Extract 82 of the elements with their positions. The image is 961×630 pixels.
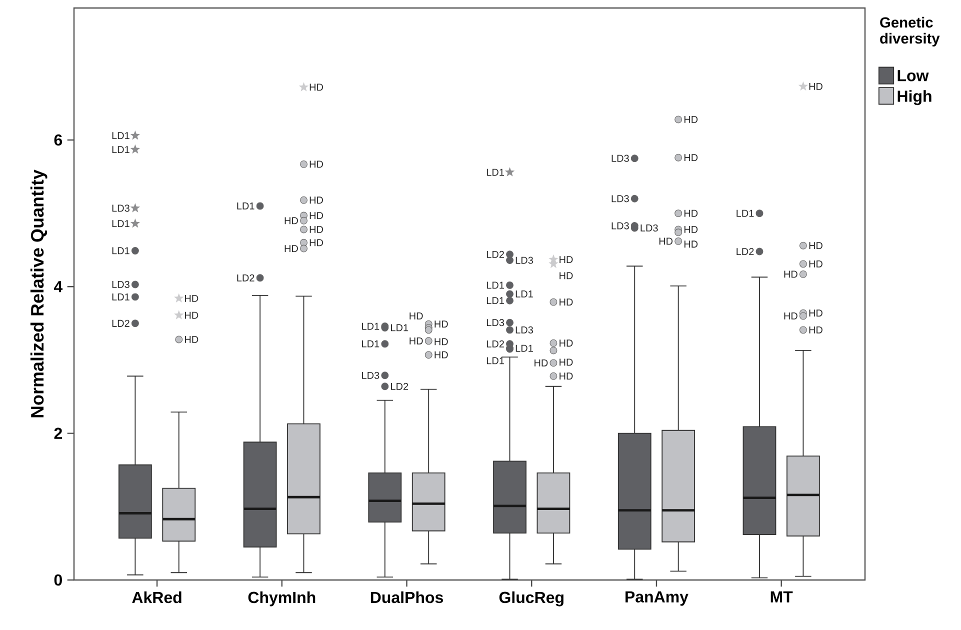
annotation: LD2 (237, 274, 254, 282)
annotation: LD1 (112, 146, 130, 153)
annotation: HD (560, 272, 573, 280)
annotation: HD (560, 372, 573, 380)
annotation: LD1 (516, 290, 533, 298)
annotation: HD (809, 83, 822, 90)
annotation: HD (560, 340, 573, 347)
legend-title: Genetic diversity (880, 16, 940, 47)
annotation: LD1 (112, 132, 130, 140)
x-tick-label: DualPhos (370, 591, 443, 604)
annotation: HD (310, 84, 324, 91)
x-tick-label: GlucReg (499, 591, 564, 606)
annotation: LD1 (237, 202, 254, 210)
annotation: LD1 (112, 293, 130, 300)
annotation: HD (284, 245, 298, 252)
annotation: LD3 (362, 372, 380, 379)
y-tick-label: 4 (54, 281, 63, 292)
annotation: HD (534, 359, 548, 366)
annotation: LD2 (486, 250, 504, 258)
x-tick-label: AkRed (132, 591, 182, 604)
annotation: HD (809, 326, 822, 334)
annotation: LD1 (362, 340, 380, 348)
annotation: LD3 (612, 195, 629, 202)
annotation: HD (809, 310, 822, 316)
annotation: HD (684, 240, 698, 248)
annotation: HD (809, 242, 822, 250)
annotation: LD2 (486, 340, 504, 348)
annotation: LD1 (486, 297, 504, 304)
annotation: LD1 (736, 210, 754, 217)
annotation: HD (784, 270, 798, 278)
annotation: HD (560, 358, 573, 366)
annotation: HD (434, 351, 448, 358)
x-tick-label: MT (770, 591, 793, 602)
legend-label: Low (898, 70, 929, 82)
annotation: LD3 (112, 280, 130, 288)
annotation: HD (410, 337, 423, 344)
annotation: LD1 (391, 324, 408, 332)
y-tick-label: 0 (54, 574, 62, 586)
annotation: LD1 (486, 282, 504, 289)
annotation: LD3 (112, 204, 130, 212)
annotation: HD (310, 196, 324, 204)
annotation: HD (310, 226, 324, 233)
annotation: LD2 (736, 248, 754, 255)
annotation: HD (434, 338, 448, 346)
annotation: HD (185, 336, 198, 343)
y-axis-title: Normalized Relative Quantity (30, 170, 48, 418)
annotation: LD3 (612, 154, 629, 162)
annotation: HD (185, 294, 198, 302)
annotation: LD3 (486, 319, 504, 326)
annotation: LD2 (112, 320, 130, 327)
annotation: HD (684, 226, 698, 233)
annotation: HD (410, 312, 423, 320)
legend-label: High (898, 90, 932, 106)
annotation: LD3 (516, 326, 533, 334)
annotation: HD (185, 312, 198, 319)
annotation: LD1 (516, 344, 533, 352)
annotation: LD1 (486, 168, 504, 176)
y-tick-label: 6 (54, 134, 62, 146)
annotation: HD (310, 239, 324, 246)
annotation: LD3 (516, 256, 533, 264)
annotation: HD (684, 154, 698, 162)
annotation: HD (560, 256, 573, 263)
annotation: LD1 (486, 357, 504, 364)
x-tick-label: ChymInh (248, 591, 316, 606)
x-tick-label: PanAmy (626, 591, 688, 606)
annotation: LD3 (640, 224, 658, 232)
annotation: HD (310, 160, 324, 168)
annotation: HD (784, 312, 798, 320)
annotation: LD1 (112, 220, 130, 228)
annotation: HD (684, 210, 698, 217)
annotation: HD (809, 260, 822, 268)
y-tick-label: 2 (54, 428, 62, 439)
annotation: LD1 (112, 247, 130, 254)
annotation: HD (659, 238, 673, 245)
annotation: HD (434, 320, 448, 328)
annotation: HD (310, 212, 324, 219)
annotation: LD3 (612, 222, 629, 230)
annotation: HD (284, 217, 298, 224)
annotation: LD1 (362, 322, 380, 330)
annotation: HD (684, 116, 698, 123)
annotation: HD (560, 298, 573, 306)
annotation: LD2 (391, 382, 408, 390)
